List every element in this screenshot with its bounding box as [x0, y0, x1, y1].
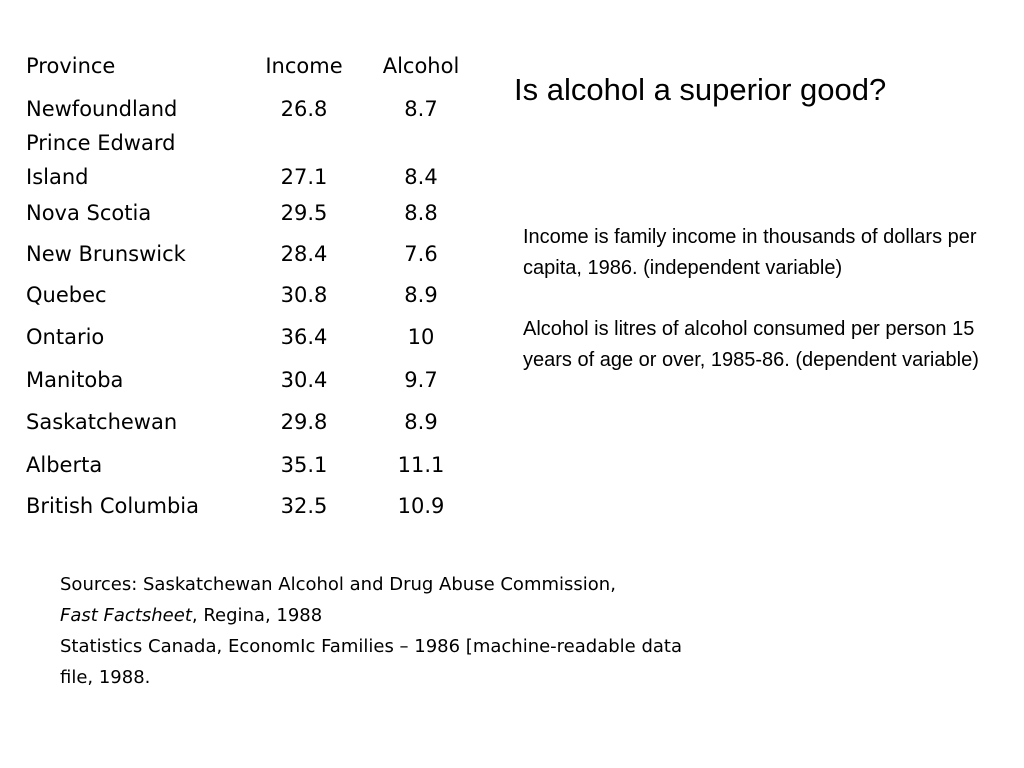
alcohol-cell: 7.6 — [404, 242, 438, 266]
alcohol-cell: 11.1 — [397, 453, 445, 477]
publication-details: , Regina, 1988 — [191, 605, 323, 626]
alcohol-cell: 8.9 — [404, 283, 438, 307]
income-cell: 28.4 — [280, 242, 328, 266]
table-row: Quebec 30.8 8.9 — [26, 280, 476, 322]
header-income: Income — [265, 54, 343, 78]
sources-block: Sources: Saskatchewan Alcohol and Drug A… — [60, 569, 780, 693]
alcohol-cell: 10 — [407, 325, 435, 349]
province-cell: Nova Scotia — [26, 201, 152, 225]
province-cell: Manitoba — [26, 368, 124, 392]
income-cell: 35.1 — [280, 453, 328, 477]
province-cell: Quebec — [26, 283, 107, 307]
income-cell: 30.8 — [280, 283, 328, 307]
variable-notes: Income is family income in thousands of … — [523, 222, 993, 406]
table-row: British Columbia 32.5 10.9 — [26, 490, 476, 530]
income-cell: 29.5 — [280, 201, 328, 225]
table-row: Ontario 36.4 10 — [26, 322, 476, 364]
province-cell: British Columbia — [26, 494, 200, 518]
alcohol-cell: 8.7 — [404, 97, 438, 121]
alcohol-note: Alcohol is litres of alcohol consumed pe… — [523, 318, 979, 371]
sources-line-2: Fast Factsheet, Regina, 1988 — [60, 600, 780, 631]
table-row: Newfoundland 26.8 8.7 — [26, 92, 476, 126]
province-cell: Island — [26, 165, 89, 189]
alcohol-cell: 8.4 — [404, 165, 438, 189]
alcohol-cell: 10.9 — [397, 494, 445, 518]
header-alcohol: Alcohol — [382, 54, 460, 78]
income-cell: 29.8 — [280, 410, 328, 434]
alcohol-cell: 8.8 — [404, 201, 438, 225]
table-row: New Brunswick 28.4 7.6 — [26, 239, 476, 280]
table-row: Prince Edward Island 27.1 8.4 — [26, 126, 476, 198]
table-row: Nova Scotia 29.5 8.8 — [26, 198, 476, 239]
alcohol-cell: 9.7 — [404, 368, 438, 392]
province-cell: New Brunswick — [26, 242, 186, 266]
income-cell: 27.1 — [280, 165, 328, 189]
income-cell: 30.4 — [280, 368, 328, 392]
table-row: Manitoba 30.4 9.7 — [26, 364, 476, 406]
sources-line-3: Statistics Canada, EconomIc Families – 1… — [60, 636, 683, 657]
income-note: Income is family income in thousands of … — [523, 226, 977, 279]
income-cell: 36.4 — [280, 325, 328, 349]
header-province: Province — [26, 54, 116, 78]
data-table: Province Income Alcohol Newfoundland 26.… — [26, 50, 476, 530]
table-row: Saskatchewan 29.8 8.9 — [26, 406, 476, 449]
province-cell: Alberta — [26, 453, 103, 477]
income-cell: 32.5 — [280, 494, 328, 518]
province-cell: Newfoundland — [26, 97, 178, 121]
sources-line-4: file, 1988. — [60, 667, 151, 688]
province-cell-line1: Prince Edward — [26, 131, 176, 155]
income-cell: 26.8 — [280, 97, 328, 121]
slide-title: Is alcohol a superior good? — [514, 72, 887, 107]
publication-title: Fast Factsheet — [60, 605, 192, 626]
province-cell: Ontario — [26, 325, 105, 349]
table-header-row: Province Income Alcohol — [26, 50, 476, 92]
province-cell: Saskatchewan — [26, 410, 178, 434]
table-row: Alberta 35.1 11.1 — [26, 449, 476, 490]
sources-line-1: Sources: Saskatchewan Alcohol and Drug A… — [60, 574, 616, 595]
alcohol-cell: 8.9 — [404, 410, 438, 434]
